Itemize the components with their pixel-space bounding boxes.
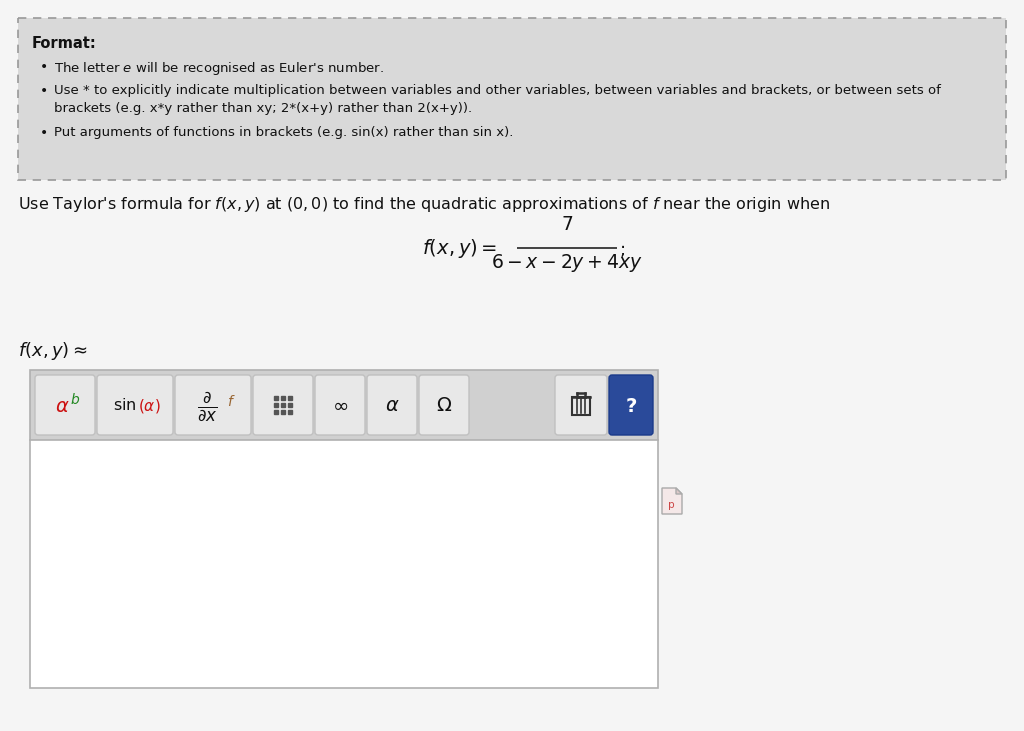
FancyBboxPatch shape: [175, 375, 251, 435]
Text: The letter $\it{e}$ will be recognised as Euler's number.: The letter $\it{e}$ will be recognised a…: [54, 60, 384, 77]
Bar: [30, 370, 658, 688]
Text: •: •: [40, 126, 48, 140]
FancyBboxPatch shape: [97, 375, 173, 435]
FancyBboxPatch shape: [609, 375, 653, 435]
Polygon shape: [676, 488, 682, 494]
Text: brackets (e.g. x*y rather than xy; 2*(x+y) rather than 2(x+y)).: brackets (e.g. x*y rather than xy; 2*(x+…: [54, 102, 472, 115]
Bar: [30, 440, 658, 688]
Text: $6 - x - 2y + 4xy$: $6 - x - 2y + 4xy$: [492, 252, 643, 274]
FancyBboxPatch shape: [315, 375, 365, 435]
Bar: [30, 370, 658, 440]
FancyBboxPatch shape: [253, 375, 313, 435]
Text: $\alpha$: $\alpha$: [54, 398, 70, 416]
Text: $;$: $;$: [618, 241, 625, 259]
FancyBboxPatch shape: [18, 18, 1006, 180]
Text: Use Taylor's formula for $f(x, y)$ at $(0, 0)$ to find the quadratic approximati: Use Taylor's formula for $f(x, y)$ at $(…: [18, 195, 830, 214]
Text: $\dfrac{\partial}{\partial x}$: $\dfrac{\partial}{\partial x}$: [197, 390, 217, 423]
Text: $(\alpha)$: $(\alpha)$: [137, 397, 161, 415]
Text: Format:: Format:: [32, 36, 96, 51]
FancyBboxPatch shape: [555, 375, 607, 435]
FancyBboxPatch shape: [35, 375, 95, 435]
Text: $\Omega$: $\Omega$: [436, 397, 452, 415]
Text: •: •: [40, 84, 48, 98]
Text: Put arguments of functions in brackets (e.g. sin(x) rather than sin x).: Put arguments of functions in brackets (…: [54, 126, 513, 139]
FancyBboxPatch shape: [419, 375, 469, 435]
Polygon shape: [662, 488, 682, 514]
Text: $f(x, y) =$: $f(x, y) =$: [422, 237, 497, 260]
Bar: [572, 397, 590, 415]
Text: $\alpha$: $\alpha$: [385, 397, 399, 415]
Text: •: •: [40, 60, 48, 74]
Text: $\infty$: $\infty$: [332, 397, 348, 415]
Text: p: p: [668, 500, 675, 510]
Text: ?: ?: [626, 396, 637, 415]
Text: $7$: $7$: [561, 216, 573, 234]
Text: $f$: $f$: [226, 393, 236, 409]
Text: $f(x, y) \approx$: $f(x, y) \approx$: [18, 340, 88, 362]
Text: $\mathrm{sin}$: $\mathrm{sin}$: [114, 398, 137, 414]
FancyBboxPatch shape: [367, 375, 417, 435]
Text: Use * to explicitly indicate multiplication between variables and other variable: Use * to explicitly indicate multiplicat…: [54, 84, 941, 97]
Text: $b$: $b$: [70, 392, 80, 406]
